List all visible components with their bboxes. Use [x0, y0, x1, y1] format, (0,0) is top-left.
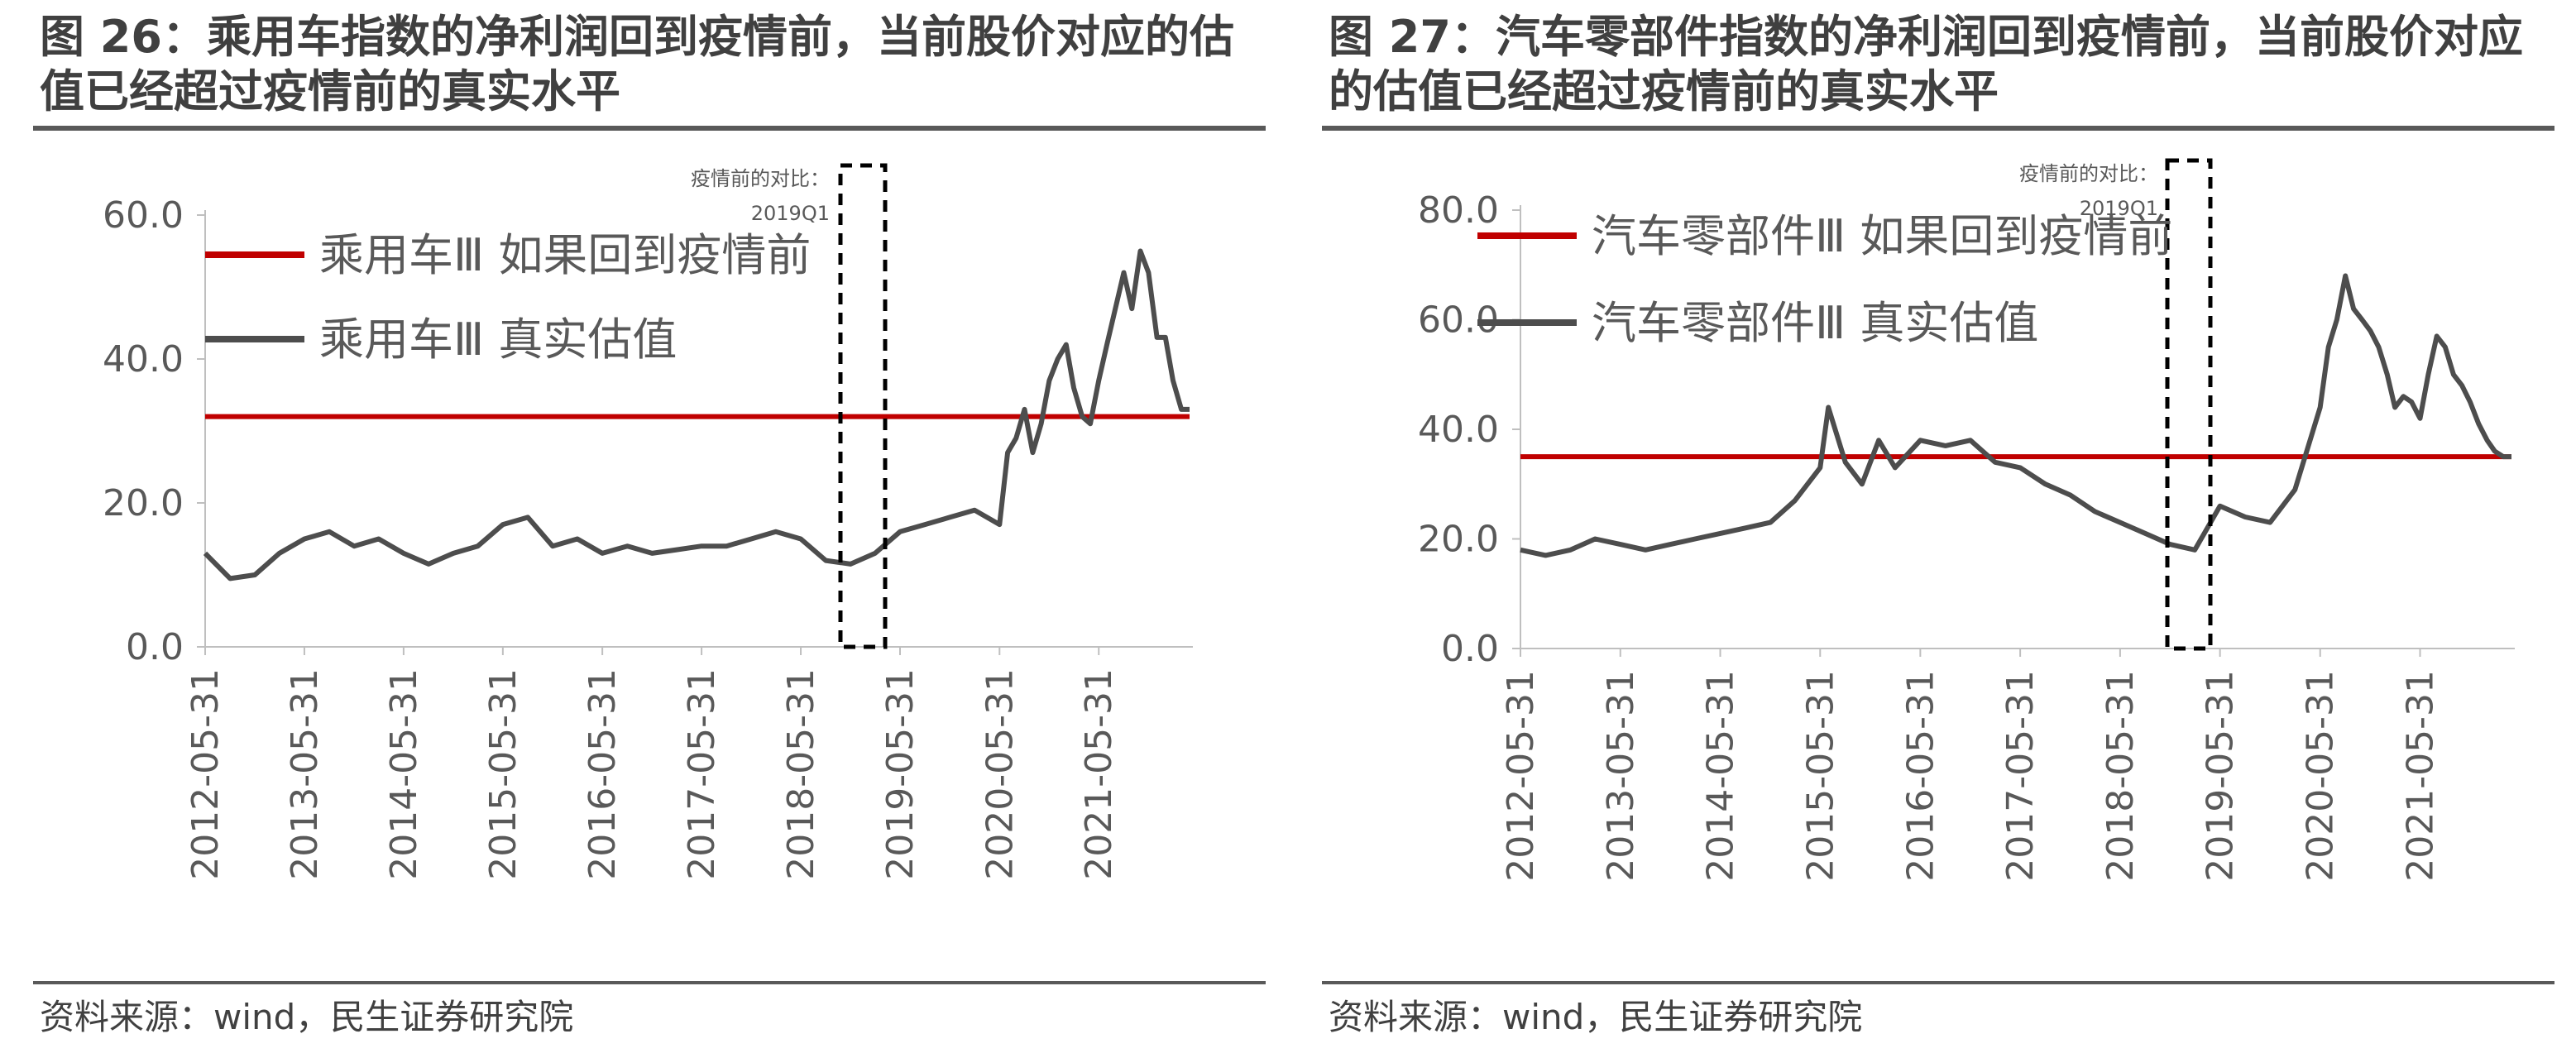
x-tick-label: 2017-05-31 — [681, 668, 723, 880]
figure-title: 图 26：乘用车指数的净利润回到疫情前，当前股价对应的估值已经超过疫情前的真实水… — [40, 11, 1234, 117]
x-tick-label: 2014-05-31 — [1700, 670, 1742, 882]
x-tick-label: 2013-05-31 — [1600, 670, 1642, 882]
x-tick-label: 2016-05-31 — [582, 668, 624, 880]
x-tick-label: 2013-05-31 — [284, 668, 326, 880]
real-valuation-line — [1520, 273, 2511, 558]
title-divider — [33, 126, 1266, 131]
x-tick-label: 2018-05-31 — [780, 668, 822, 880]
y-tick-label: 20.0 — [103, 482, 184, 524]
x-tick-label: 2019-05-31 — [879, 668, 922, 880]
x-tick-label: 2015-05-31 — [482, 668, 524, 880]
comparison-window-box — [838, 163, 888, 649]
legend-label: 汽车零部件Ⅲ 真实估值 — [1592, 297, 2038, 349]
comparison-window-box — [2165, 158, 2213, 651]
legend-label: 汽车零部件Ⅲ 如果回到疫情前 — [1592, 210, 2172, 262]
legend-label: 乘用车Ⅲ 如果回到疫情前 — [319, 229, 811, 281]
x-tick-label: 2015-05-31 — [1799, 670, 1841, 882]
annotation-label: 疫情前的对比： — [2019, 162, 2158, 185]
chart-panel-auto-parts: 图 27：汽车零部件指数的净利润回到疫情前，当前股价对应的估值已经超过疫情前的真… — [1322, 0, 2576, 1053]
x-tick-label: 2018-05-31 — [2100, 670, 2142, 882]
title-divider — [1322, 126, 2554, 131]
source-divider — [1322, 981, 2554, 984]
x-tick-label: 2016-05-31 — [1899, 670, 1942, 882]
annotation-period: 2019Q1 — [751, 202, 830, 225]
y-tick-label: 20.0 — [1418, 519, 1499, 561]
x-tick-label: 2012-05-31 — [1500, 670, 1542, 882]
y-tick-label: 0.0 — [126, 626, 184, 668]
source-note: 资料来源：wind，民生证券研究院 — [40, 997, 574, 1037]
x-tick-label: 2020-05-31 — [2300, 670, 2342, 882]
annotation-period: 2019Q1 — [2080, 197, 2158, 220]
chart-panel-passenger-car: 图 26：乘用车指数的净利润回到疫情前，当前股价对应的估值已经超过疫情前的真实水… — [33, 0, 1297, 1053]
line-chart: 0.0 20.0 40.0 60.0 2012-05-31 2013-05-31 2014-… — [103, 163, 1193, 880]
y-tick-label: 40.0 — [103, 338, 184, 381]
y-tick-label: 60.0 — [103, 194, 184, 237]
source-divider — [33, 981, 1266, 984]
x-tick-label: 2014-05-31 — [383, 668, 425, 880]
x-tick-label: 2012-05-31 — [184, 668, 227, 880]
x-tick-label: 2017-05-31 — [1999, 670, 2042, 882]
real-valuation-line — [203, 248, 1190, 582]
annotation-label: 疫情前的对比： — [691, 167, 830, 190]
figure-title: 图 27：汽车零部件指数的净利润回到疫情前，当前股价对应的估值已经超过疫情前的真… — [1329, 11, 2523, 117]
y-tick-label: 80.0 — [1418, 189, 1499, 232]
y-tick-label: 40.0 — [1418, 409, 1499, 451]
y-tick-label: 0.0 — [1441, 628, 1499, 670]
x-tick-label: 2020-05-31 — [979, 668, 1021, 880]
x-tick-label: 2021-05-31 — [1078, 668, 1120, 880]
legend-label: 乘用车Ⅲ 真实估值 — [319, 314, 677, 366]
x-tick-label: 2019-05-31 — [2200, 670, 2242, 882]
source-note: 资料来源：wind，民生证券研究院 — [1329, 997, 1863, 1037]
x-tick-label: 2021-05-31 — [2399, 670, 2441, 882]
